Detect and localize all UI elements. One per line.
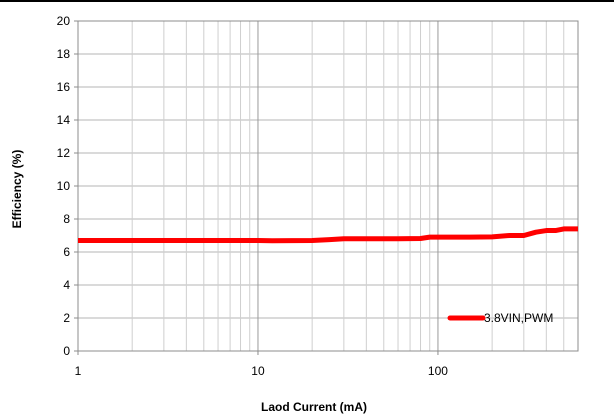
x-axis-title: Laod Current (mA) <box>261 400 367 414</box>
y-tick-label: 2 <box>63 311 70 325</box>
y-tick-label: 16 <box>57 80 71 94</box>
y-tick-label: 18 <box>57 47 71 61</box>
x-tick-label: 10 <box>251 364 265 378</box>
top-border-line <box>0 0 614 2</box>
y-tick-label: 6 <box>63 245 70 259</box>
x-axis-ticks: 1 10 100 <box>75 351 448 378</box>
series-line <box>78 226 578 244</box>
y-tick-label: 0 <box>63 344 70 358</box>
legend: 3.8VIN,PWM <box>447 311 553 325</box>
y-axis-ticks: 0 2 4 6 8 10 12 14 16 18 20 <box>57 14 78 358</box>
y-tick-label: 12 <box>57 146 71 160</box>
y-tick-label: 8 <box>63 212 70 226</box>
series-group <box>78 226 578 244</box>
grid <box>77 20 579 352</box>
y-tick-label: 4 <box>63 278 70 292</box>
y-axis-title: Efficiency (%) <box>10 150 24 229</box>
x-tick-label: 100 <box>428 364 448 378</box>
y-tick-label: 10 <box>57 179 71 193</box>
y-tick-label: 14 <box>57 113 71 127</box>
x-tick-label: 1 <box>75 364 82 378</box>
y-tick-label: 20 <box>57 14 71 28</box>
legend-label: 3.8VIN,PWM <box>484 311 553 325</box>
